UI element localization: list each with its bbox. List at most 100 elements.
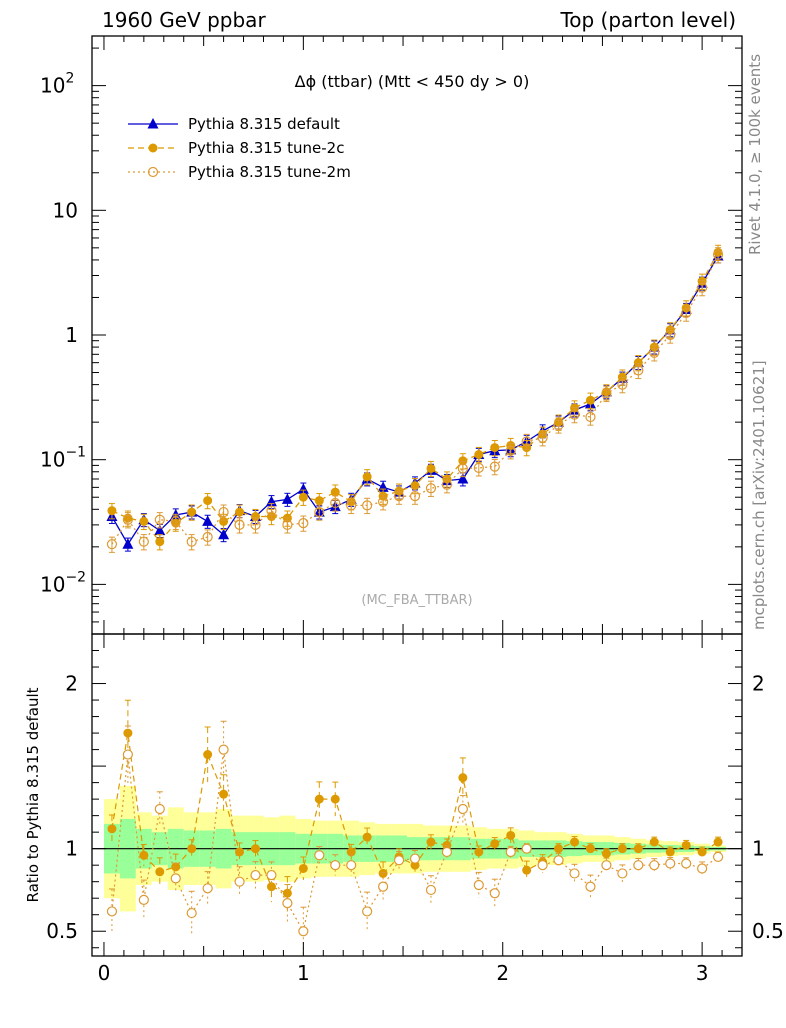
data-point	[681, 307, 692, 319]
ratio-point	[346, 847, 356, 857]
ratio-y-tick-label: 2	[65, 672, 78, 696]
data-point	[170, 516, 181, 527]
ratio-point	[106, 906, 118, 917]
ratio-point	[522, 865, 532, 875]
data-point	[410, 481, 420, 491]
data-point	[712, 249, 724, 260]
data-point	[186, 536, 197, 547]
data-point	[362, 500, 373, 511]
watermark: (MC_FBA_TTBAR)	[361, 593, 472, 608]
ratio-point	[314, 850, 325, 861]
data-point	[569, 409, 580, 420]
data-point	[106, 539, 118, 550]
data-point	[457, 463, 468, 474]
data-point	[697, 282, 708, 293]
ratio-point	[570, 837, 580, 847]
ratio-point	[697, 863, 708, 874]
ratio-point	[170, 873, 181, 884]
data-point	[314, 506, 325, 518]
ratio-point	[202, 883, 213, 894]
data-point	[649, 347, 660, 358]
legend-label: Pythia 8.315 tune-2c	[188, 139, 344, 157]
ratio-point	[665, 858, 676, 869]
data-point	[457, 473, 469, 484]
ratio-point	[123, 728, 133, 738]
ratio-point	[219, 789, 229, 799]
ratio-point	[441, 846, 453, 858]
data-point	[202, 531, 213, 543]
data-point	[409, 491, 421, 502]
ratio-point	[250, 869, 261, 881]
data-point	[633, 358, 643, 368]
ratio-point	[697, 847, 707, 857]
ratio-point	[665, 847, 675, 857]
ratio-line	[111, 749, 719, 933]
data-point	[122, 514, 133, 525]
ratio-point	[362, 832, 372, 842]
ratio-point	[506, 830, 516, 840]
ratio-point	[235, 847, 245, 857]
legend-label: Pythia 8.315 default	[188, 115, 340, 133]
data-point	[154, 514, 165, 525]
data-point	[154, 524, 166, 536]
ratio-point	[298, 926, 309, 937]
data-point	[330, 497, 341, 509]
ratio-point	[203, 750, 213, 760]
data-point	[138, 536, 149, 547]
header-right: Top (parton level)	[559, 8, 736, 32]
ratio-point	[362, 906, 373, 917]
data-point	[219, 516, 229, 526]
ratio-point	[425, 884, 437, 896]
ratio-series-tune-2m	[106, 720, 724, 956]
data-point	[298, 492, 308, 502]
ratio-point	[474, 847, 484, 857]
ratio-point	[330, 860, 341, 871]
y-tick-label: 10	[53, 198, 78, 222]
ratio-point	[314, 794, 324, 804]
legend-marker	[147, 118, 159, 129]
data-point	[155, 537, 165, 547]
ratio-point	[122, 749, 133, 760]
data-point	[139, 516, 149, 526]
ratio-point	[409, 853, 421, 864]
ratio-point	[537, 860, 548, 871]
ratio-point	[457, 803, 468, 815]
data-point	[505, 445, 516, 456]
data-point	[473, 462, 484, 473]
ratio-point	[713, 837, 723, 847]
data-point	[378, 496, 389, 507]
series-tune-2m	[106, 247, 724, 553]
data-point	[393, 491, 405, 502]
data-point	[250, 519, 261, 530]
ratio-point	[346, 860, 357, 871]
ratio-point	[617, 868, 628, 879]
ratio-point	[712, 851, 724, 863]
legend-marker	[148, 143, 158, 153]
ratio-point	[298, 863, 308, 873]
ratio-point	[330, 794, 340, 804]
ratio-point	[282, 898, 293, 909]
ratio-point	[378, 881, 389, 892]
ratio-point	[649, 837, 659, 847]
ratio-point	[458, 773, 468, 783]
ratio-point	[282, 888, 292, 898]
ratio-point	[139, 850, 149, 860]
ratio-y-tick-label-right: 1	[752, 837, 765, 861]
data-point	[330, 487, 340, 497]
ratio-point	[187, 844, 197, 854]
ratio-point	[633, 860, 644, 871]
ratio-point	[250, 844, 260, 854]
data-point	[298, 518, 309, 529]
data-point	[362, 472, 372, 482]
data-point	[218, 528, 230, 540]
ratio-point	[218, 744, 229, 755]
mcplots-label: mcplots.cern.ch [arXiv:2401.10621]	[750, 360, 768, 630]
y-tick-label-exp: −2	[65, 569, 86, 585]
ratio-point	[633, 844, 643, 854]
data-point	[585, 411, 596, 423]
data-point	[282, 519, 293, 530]
ratio-point	[553, 855, 564, 866]
y-tick-label: 1	[65, 323, 78, 347]
rivet-label: Rivet 4.1.0, ≥ 100k events	[746, 54, 764, 255]
